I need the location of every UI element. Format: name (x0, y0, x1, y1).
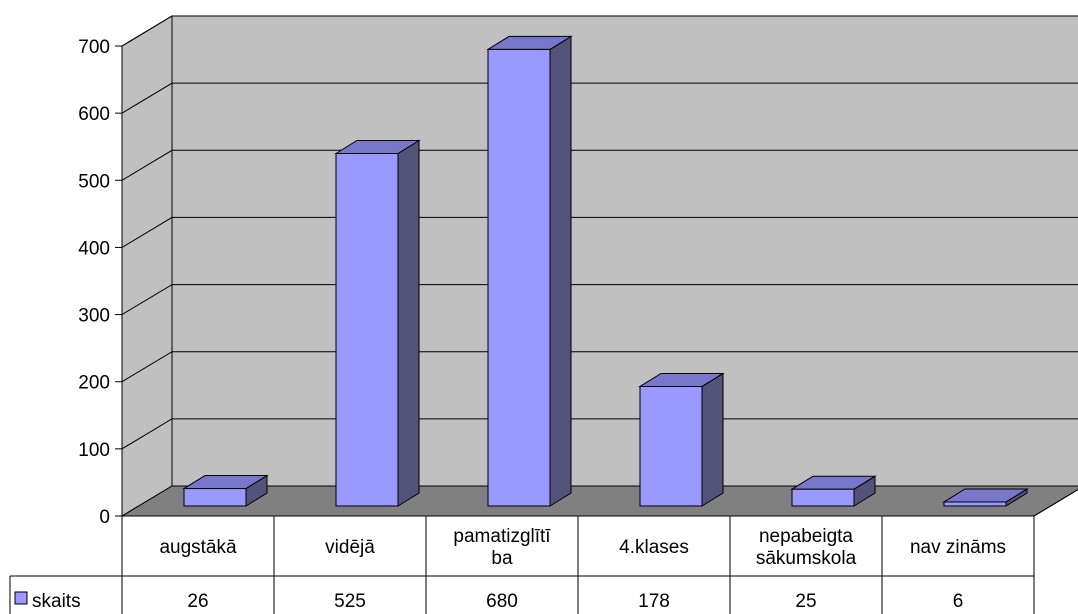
back-wall (171, 15, 1078, 487)
bar (182, 474, 269, 507)
legend-label: skaits (32, 591, 81, 612)
y-axis: 0 100 200 300 400 500 600 700 (78, 37, 123, 528)
gridlines (121, 15, 1078, 450)
gridline (121, 216, 1078, 248)
category-label: sākumskola (756, 548, 857, 569)
value-label: 25 (795, 591, 816, 612)
gridline (121, 82, 1078, 114)
bar-side (549, 35, 572, 507)
y-tick-label: 0 (99, 507, 110, 528)
gridline (121, 351, 1078, 383)
bar-front (943, 501, 1007, 507)
legend-key (14, 591, 28, 605)
chart-walls (120, 15, 1078, 517)
category-label: vidējā (325, 537, 375, 558)
bar-front (335, 153, 399, 507)
bar (638, 372, 725, 507)
category-label: 4.klases (619, 537, 689, 558)
category-label: nav zināms (910, 537, 1006, 558)
value-label: 6 (953, 591, 964, 612)
bar-front (183, 488, 247, 507)
bar-front (639, 385, 703, 507)
value-label: 525 (334, 591, 366, 612)
bar-side (397, 139, 420, 507)
gridline (121, 284, 1078, 316)
y-tick-label: 100 (78, 440, 110, 461)
bar-front (487, 48, 551, 507)
table-line (1033, 489, 1078, 517)
category-label: pamatizglītī (453, 526, 551, 547)
bar (942, 488, 1029, 507)
gridline (121, 149, 1078, 181)
value-label: 26 (187, 591, 208, 612)
y-tick-label: 400 (78, 238, 110, 259)
bar-front (791, 488, 855, 507)
bar-side (701, 372, 724, 507)
category-label: augstākā (159, 537, 237, 558)
y-tick-label: 500 (78, 171, 110, 192)
bar (486, 35, 573, 507)
y-tick-label: 300 (78, 306, 110, 327)
gridline (121, 15, 1078, 47)
category-label: ba (491, 548, 513, 569)
bar (334, 139, 421, 507)
value-label: 178 (638, 591, 670, 612)
y-tick-label: 200 (78, 373, 110, 394)
category-label: nepabeigta (759, 526, 853, 547)
gridline (121, 418, 1078, 450)
y-tick-label: 700 (78, 37, 110, 58)
y-tick-label: 600 (78, 104, 110, 125)
bar (790, 475, 877, 507)
side-wall (121, 15, 173, 517)
bars (182, 35, 1029, 507)
value-label: 680 (486, 591, 518, 612)
